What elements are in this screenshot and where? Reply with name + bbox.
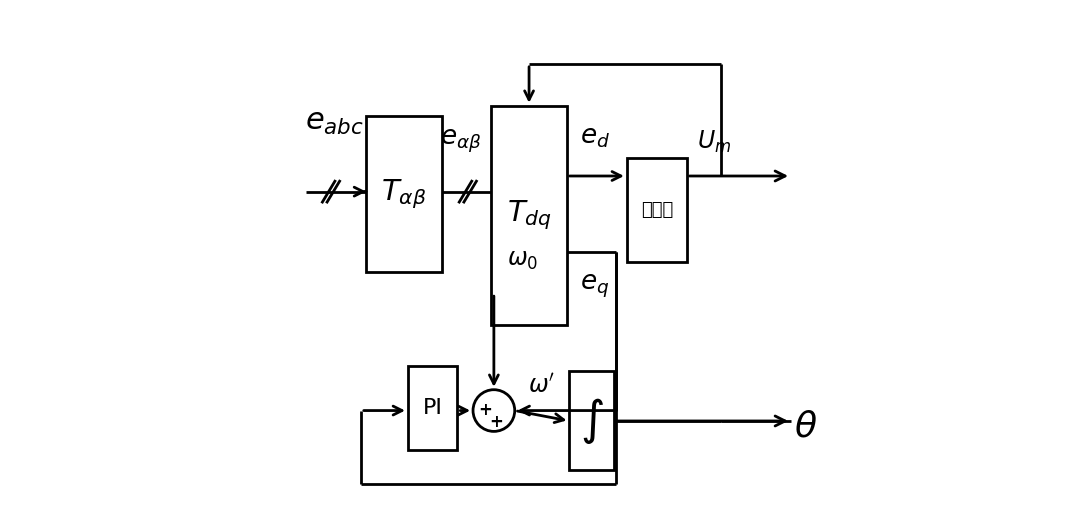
Text: $e_q$: $e_q$	[580, 272, 609, 300]
Text: $e_{abc}$: $e_{abc}$	[305, 106, 364, 137]
Bar	[627, 158, 687, 262]
Text: +: +	[489, 413, 503, 431]
Text: $\theta$: $\theta$	[794, 409, 817, 443]
Text: $e_d$: $e_d$	[580, 125, 610, 150]
Text: $U_m$: $U_m$	[697, 129, 732, 155]
Text: +: +	[478, 400, 492, 419]
Bar	[569, 372, 614, 471]
Text: $e_{\alpha\beta}$: $e_{\alpha\beta}$	[440, 128, 482, 155]
Bar	[491, 106, 567, 324]
Bar	[366, 116, 442, 272]
Text: 归一化: 归一化	[641, 201, 673, 219]
Text: $\int$: $\int$	[580, 396, 604, 446]
Bar	[408, 366, 458, 450]
Text: $T_{dq}$: $T_{dq}$	[507, 198, 551, 232]
Text: $\omega_0$: $\omega_0$	[507, 249, 538, 272]
Text: PI: PI	[423, 398, 442, 418]
Text: $\omega'$: $\omega'$	[529, 374, 556, 398]
Text: $T_{\alpha\beta}$: $T_{\alpha\beta}$	[381, 178, 427, 211]
